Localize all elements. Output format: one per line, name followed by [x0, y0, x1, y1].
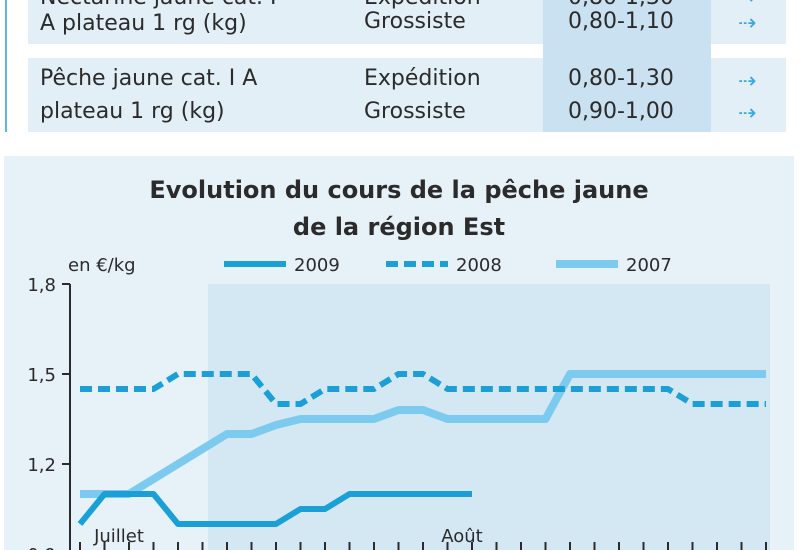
stage-label: Grossiste	[364, 9, 466, 34]
trend-arrow-icon: ⇢	[738, 11, 757, 36]
price-value: 0,80-1,30	[568, 66, 674, 91]
trend-arrow-icon: ⇢	[738, 0, 756, 14]
legend-label-2007: 2007	[626, 255, 672, 276]
series-line-2007	[80, 370, 766, 498]
trend-arrow-icon: ⇢	[738, 69, 757, 94]
series-line-2008	[80, 371, 766, 407]
trend-arrow-icon: ⇢	[738, 101, 757, 126]
y-tick-label: 1,5	[27, 365, 56, 386]
y-tick-label: 1,2	[27, 455, 56, 476]
series-layer	[77, 370, 766, 527]
price-chart: Evolution du cours de la pêche jaune de …	[27, 176, 770, 550]
x-period-label: Juillet	[93, 526, 144, 547]
product-label: Pêche jaune cat. I A	[40, 66, 258, 91]
price-column-band	[543, 0, 711, 132]
chart-title: Evolution du cours de la pêche jaune	[149, 176, 648, 204]
product-label: A plateau 1 rg (kg)	[40, 11, 247, 36]
price-value: 0,80-1,30	[568, 0, 674, 14]
axes: 0,9 1,2 1,5 1,8 Juillet Août	[27, 275, 767, 550]
stage-label: Grossiste	[364, 99, 466, 124]
table-left-rule	[5, 0, 7, 132]
y-tick-label: 1,8	[27, 275, 56, 296]
chart-subtitle: de la région Est	[293, 213, 505, 241]
y-tick-label: 0,9	[27, 545, 56, 550]
y-axis-label: en €/kg	[68, 255, 136, 276]
legend-label-2009: 2009	[294, 255, 340, 276]
stage-label: Expédition	[364, 0, 481, 14]
legend-label-2008: 2008	[456, 255, 502, 276]
price-table: Nectarine jaune cat. I A plateau 1 rg (k…	[0, 0, 800, 140]
series-line-2009	[77, 491, 472, 527]
product-label: plateau 1 rg (kg)	[40, 99, 225, 124]
legend: 2009 2008 2007	[224, 255, 672, 276]
price-value: 0,80-1,10	[568, 9, 674, 34]
product-label: Nectarine jaune cat. I	[40, 0, 277, 14]
price-value: 0,90-1,00	[568, 99, 674, 124]
x-period-label: Août	[441, 526, 482, 547]
chart-panel: Evolution du cours de la pêche jaune de …	[4, 156, 794, 550]
stage-label: Expédition	[364, 66, 481, 91]
